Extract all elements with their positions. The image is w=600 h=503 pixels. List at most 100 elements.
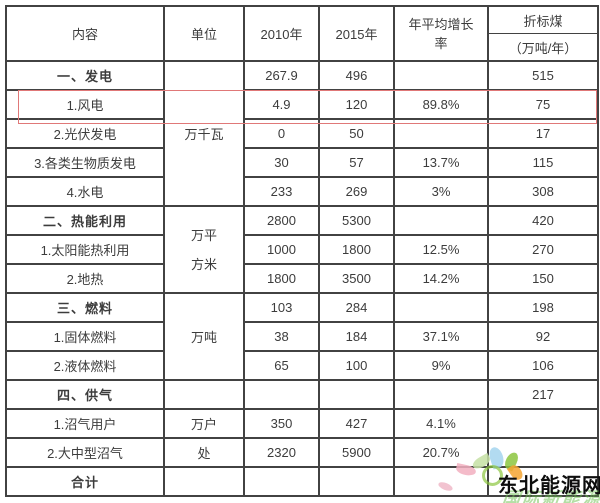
cell-unit: 处: [163, 437, 245, 468]
cell-2015: 184: [318, 321, 395, 352]
cell-coal: 106: [487, 350, 599, 381]
cell-2010: 233: [243, 176, 320, 207]
cell-growth: 89.8%: [393, 89, 489, 120]
growth-header-text: 年平均增长率: [408, 16, 474, 51]
table-row: 4.水电 233 269 3% 308: [5, 176, 599, 207]
cell-2015: 269: [318, 176, 395, 207]
cell-2010: 2800: [243, 205, 320, 236]
table-row: 1.固体燃料 38 184 37.1% 92: [5, 321, 599, 352]
table-row: 二、热能利用 万平方米 2800 5300 420: [5, 205, 599, 294]
row-label: 1.固体燃料: [5, 321, 165, 352]
watermark-title: 东北能源网: [498, 475, 600, 497]
cell-coal: 115: [487, 147, 599, 178]
cell-2015: 100: [318, 350, 395, 381]
cell-unit: 万户: [163, 408, 245, 439]
cell-growth: 13.7%: [393, 147, 489, 178]
row-label: 四、供气: [5, 379, 165, 410]
cell-2010: [243, 379, 320, 410]
cell-unit-heat: 万平方米: [163, 205, 245, 294]
cell-growth: [393, 118, 489, 149]
cell-2015: 1800: [318, 234, 395, 265]
col-header-2010: 2010年: [243, 5, 320, 62]
row-label: 合计: [5, 466, 165, 497]
cell-coal: 198: [487, 292, 599, 323]
cell-growth: 14.2%: [393, 263, 489, 294]
cell-2010: 65: [243, 350, 320, 381]
cell-2015: 427: [318, 408, 395, 439]
cell-2015: 120: [318, 89, 395, 120]
col-header-2015: 2015年: [318, 5, 395, 62]
cell-2015: [318, 466, 395, 497]
cell-2015: 3500: [318, 263, 395, 294]
cell-coal: [487, 408, 599, 439]
row-label: 2.光伏发电: [5, 118, 165, 149]
cell-2010: 30: [243, 147, 320, 178]
cell-unit-fuel: 万吨: [163, 292, 245, 381]
table-row: 2.地热 1800 3500 14.2% 150: [5, 263, 599, 294]
cell-coal: 270: [487, 234, 599, 265]
cell-growth: 37.1%: [393, 321, 489, 352]
cell-2010: 1800: [243, 263, 320, 294]
cell-coal: 420: [487, 205, 599, 236]
header-row: 内容 单位 2010年 2015年 年平均增长率 折标煤 （万吨/年）: [5, 5, 599, 62]
cell-unit: [163, 379, 245, 410]
cell-growth: 4.1%: [393, 408, 489, 439]
unit-heat-text: 万平方米: [190, 227, 217, 272]
cell-growth: [393, 379, 489, 410]
cell-coal: 150: [487, 263, 599, 294]
coal-header-unit: （万吨/年）: [508, 40, 578, 56]
cell-coal: 515: [487, 60, 599, 91]
row-label: 3.各类生物质发电: [5, 147, 165, 178]
table-row: 2.大中型沼气 处 2320 5900 20.7%: [5, 437, 599, 468]
energy-table: 内容 单位 2010年 2015年 年平均增长率 折标煤 （万吨/年） 一、发电…: [5, 5, 599, 497]
cell-2010: 2320: [243, 437, 320, 468]
row-label: 二、热能利用: [5, 205, 165, 236]
cell-growth: [393, 60, 489, 91]
row-label: 三、燃料: [5, 292, 165, 323]
cell-coal: 217: [487, 379, 599, 410]
cell-2010: 4.9: [243, 89, 320, 120]
col-header-content: 内容: [5, 5, 165, 62]
cell-growth: [393, 292, 489, 323]
table-row-highlighted: 1.风电 4.9 120 89.8% 75: [5, 89, 599, 120]
row-label: 一、发电: [5, 60, 165, 91]
flower-ring-icon: [482, 465, 503, 486]
coal-header-title: 折标煤: [490, 8, 596, 34]
cell-2015: [318, 379, 395, 410]
cell-2015: 284: [318, 292, 395, 323]
row-label: 1.太阳能热利用: [5, 234, 165, 265]
cell-2010: [243, 466, 320, 497]
cell-2010: 0: [243, 118, 320, 149]
col-header-coal: 折标煤 （万吨/年）: [487, 5, 599, 62]
cell-2015: 57: [318, 147, 395, 178]
cell-2015: 5300: [318, 205, 395, 236]
col-header-unit: 单位: [163, 5, 245, 62]
cell-growth: 12.5%: [393, 234, 489, 265]
table-row: 1.太阳能热利用 1000 1800 12.5% 270: [5, 234, 599, 265]
cell-2015: 496: [318, 60, 395, 91]
table-row: 1.沼气用户 万户 350 427 4.1%: [5, 408, 599, 439]
row-label: 2.地热: [5, 263, 165, 294]
cell-2010: 103: [243, 292, 320, 323]
cell-2015: 5900: [318, 437, 395, 468]
table-row: 2.光伏发电 0 50 17: [5, 118, 599, 149]
cell-2015: 50: [318, 118, 395, 149]
row-label: 4.水电: [5, 176, 165, 207]
petal-icon: [437, 480, 454, 493]
row-label: 2.大中型沼气: [5, 437, 165, 468]
cell-coal: 17: [487, 118, 599, 149]
row-label: 1.沼气用户: [5, 408, 165, 439]
cell-unit-power: 万千瓦: [163, 60, 245, 207]
table-row: 3.各类生物质发电 30 57 13.7% 115: [5, 147, 599, 178]
table-row: 一、发电 万千瓦 267.9 496 515: [5, 60, 599, 207]
table-row: 四、供气 217: [5, 379, 599, 410]
cell-2010: 350: [243, 408, 320, 439]
table-row: 2.液体燃料 65 100 9% 106: [5, 350, 599, 381]
row-label: 2.液体燃料: [5, 350, 165, 381]
table-row: 三、燃料 万吨 103 284 198: [5, 292, 599, 381]
cell-coal: [487, 466, 599, 497]
cell-2010: 38: [243, 321, 320, 352]
cell-coal: 75: [487, 89, 599, 120]
col-header-growth: 年平均增长率: [393, 5, 489, 62]
